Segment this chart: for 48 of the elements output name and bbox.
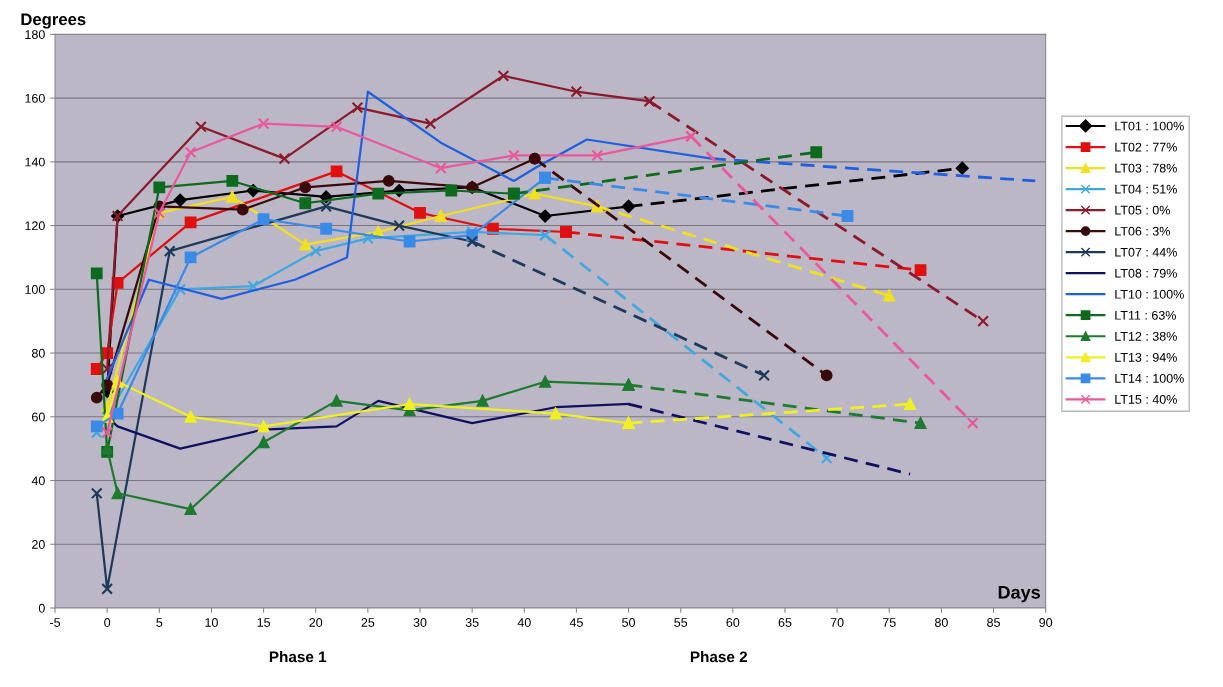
legend-label: LT08 : 79% <box>1115 268 1177 278</box>
x-tick-label: 40 <box>517 618 531 627</box>
x-tick-label: -5 <box>50 618 61 627</box>
legend-label: LT15 : 40% <box>1115 394 1177 404</box>
x-tick-label: 80 <box>934 618 948 627</box>
x-tick-label: 65 <box>778 618 792 627</box>
x-tick-label: 25 <box>361 618 375 627</box>
y-tick-label: 140 <box>25 157 45 167</box>
legend-label: LT14 : 100% <box>1115 373 1184 383</box>
y-tick-label: 60 <box>32 412 45 422</box>
legend-label: LT05 : 0% <box>1115 205 1170 215</box>
y-tick-label: 120 <box>25 221 45 231</box>
x-tick-label: 85 <box>987 618 1000 627</box>
legend-label: LT06 : 3% <box>1115 226 1170 236</box>
text: Phase 2 <box>690 651 748 663</box>
x-tick-label: 60 <box>726 618 740 627</box>
y-tick-label: 40 <box>31 476 45 486</box>
x-tick-label: 55 <box>674 618 688 627</box>
x-tick-label: 5 <box>156 618 163 627</box>
y-tick-label: 0 <box>38 603 45 613</box>
y-tick-label: 20 <box>32 540 45 549</box>
x-tick-label: 35 <box>465 618 479 627</box>
legend-label: LT07 : 44% <box>1115 247 1177 257</box>
legend-label: LT12 : 38% <box>1115 331 1177 341</box>
y-tick-label: 100 <box>25 285 45 294</box>
x-tick-label: 10 <box>205 618 218 627</box>
x-tick-label: 90 <box>1039 618 1053 627</box>
legend-label: LT02 : 77% <box>1115 142 1177 152</box>
x-tick-label: 20 <box>309 618 323 627</box>
x-tick-label: 30 <box>413 618 427 627</box>
legend-label: LT13 : 94% <box>1115 352 1177 362</box>
text: Phase 1 <box>269 651 327 663</box>
y-axis-title: Degrees <box>21 13 86 29</box>
legend-label: LT10 : 100% <box>1115 289 1184 299</box>
y-tick-label: 80 <box>31 348 45 358</box>
y-tick-label: 160 <box>25 93 45 103</box>
x-tick-label: 70 <box>830 618 844 627</box>
y-tick-label: 180 <box>25 30 45 39</box>
x-tick-label: 15 <box>257 618 271 627</box>
legend-label: LT11 : 63% <box>1115 310 1176 320</box>
x-axis-title: Days <box>998 586 1040 603</box>
legend-label: LT04 : 51% <box>1115 184 1177 194</box>
x-tick-label: 0 <box>104 618 111 627</box>
x-tick-label: 45 <box>569 618 583 627</box>
x-tick-label: 75 <box>882 618 896 627</box>
legend-label: LT01 : 100% <box>1115 121 1184 131</box>
legend-label: LT03 : 78% <box>1115 163 1177 173</box>
x-tick-label: 50 <box>622 618 636 627</box>
